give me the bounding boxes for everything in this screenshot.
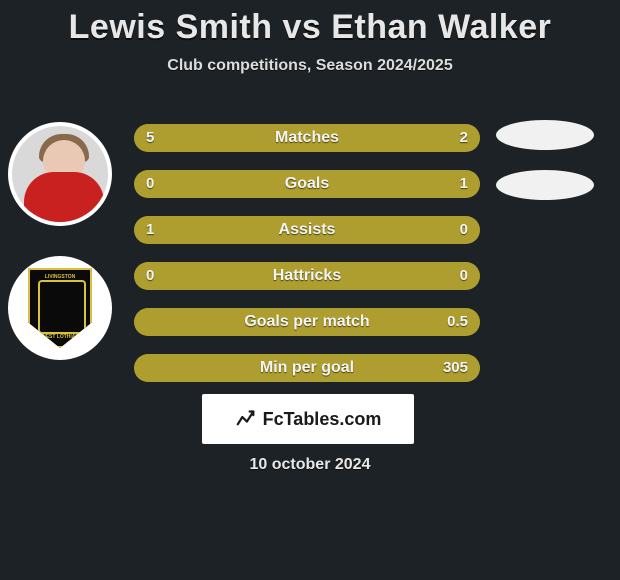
- stat-bar-row: 0.5Goals per match: [134, 308, 480, 336]
- stat-bar-right-fill: [196, 170, 480, 198]
- stat-bar-right-value: 2: [460, 124, 468, 152]
- brand-logo-icon: [235, 406, 257, 433]
- stat-bar-right-value: 0.5: [447, 308, 468, 336]
- stat-bar-left-fill: [134, 170, 196, 198]
- stat-bar-right-fill: [134, 308, 480, 336]
- stat-bar-row: 305Min per goal: [134, 354, 480, 382]
- stat-bar-right-value: 0: [460, 216, 468, 244]
- stat-bar-right-value: 1: [460, 170, 468, 198]
- stat-bar-right-value: 305: [443, 354, 468, 382]
- stat-bar-left-value: 0: [146, 170, 154, 198]
- stat-bar-right-value: 0: [460, 262, 468, 290]
- brand-box: FcTables.com: [202, 394, 414, 444]
- crest-shield: LIVINGSTON WEST LOTHIAN: [28, 268, 92, 348]
- player-right-avatar-placeholder: [496, 120, 594, 150]
- stat-bar-left-fill: [134, 262, 480, 290]
- stat-bar-row: 10Assists: [134, 216, 480, 244]
- stat-bar-left-value: 1: [146, 216, 154, 244]
- avatar-body-shape: [24, 172, 104, 226]
- crest-bottom-text: WEST LOTHIAN: [30, 334, 90, 340]
- player-left-club-crest: LIVINGSTON WEST LOTHIAN: [8, 256, 112, 360]
- page-subtitle: Club competitions, Season 2024/2025: [0, 57, 620, 75]
- player-right-column: [490, 120, 606, 200]
- stat-bar-left-value: 0: [146, 262, 154, 290]
- stat-bar-left-fill: [134, 124, 369, 152]
- stats-bars: 52Matches01Goals10Assists00Hattricks0.5G…: [134, 124, 480, 400]
- stat-bar-left-fill: [134, 216, 480, 244]
- player-right-crest-placeholder: [496, 170, 594, 200]
- stat-bar-row: 00Hattricks: [134, 262, 480, 290]
- player-left-column: LIVINGSTON WEST LOTHIAN: [8, 122, 118, 360]
- stat-bar-row: 52Matches: [134, 124, 480, 152]
- stat-bar-left-value: 5: [146, 124, 154, 152]
- player-left-avatar: [8, 122, 112, 226]
- crest-inner-frame: [38, 280, 86, 334]
- stat-bar-right-fill: [134, 354, 480, 382]
- brand-text: FcTables.com: [263, 409, 382, 430]
- date-text: 10 october 2024: [0, 456, 620, 474]
- page-title: Lewis Smith vs Ethan Walker: [0, 0, 620, 47]
- comparison-card: Lewis Smith vs Ethan Walker Club competi…: [0, 0, 620, 580]
- stat-bar-row: 01Goals: [134, 170, 480, 198]
